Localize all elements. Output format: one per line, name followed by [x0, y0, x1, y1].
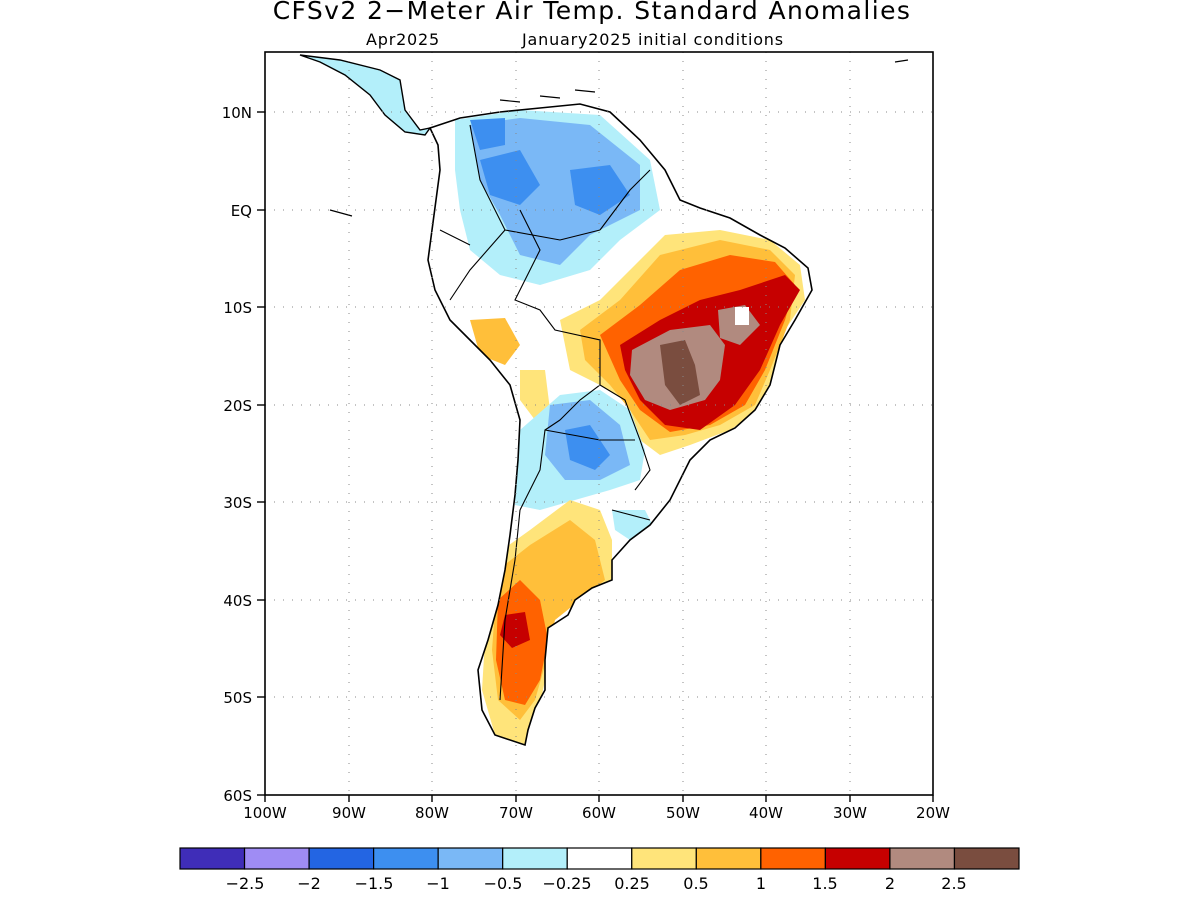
colorbar-label: −2: [297, 874, 321, 893]
central-america: [299, 54, 432, 136]
lat-label: 10N: [222, 104, 252, 122]
caribbean-islands: [329, 59, 909, 217]
lon-label: 40W: [749, 804, 783, 822]
lat-label: EQ: [231, 202, 252, 220]
colorbar-label: 1: [756, 874, 766, 893]
colorbar-label: −0.5: [484, 874, 523, 893]
lat-label: 60S: [223, 787, 252, 805]
colorbar-label: −0.25: [542, 874, 591, 893]
anomaly-field: [455, 110, 805, 745]
colorbar-swatch: [760, 847, 826, 870]
colorbar-swatch: [631, 847, 697, 870]
colorbar-swatch: [437, 847, 504, 870]
colorbar-swatch: [179, 847, 246, 870]
country-borders: [439, 124, 651, 701]
colorbar-swatch: [373, 847, 439, 870]
chart-title: CFSv2 2−Meter Air Temp. Standard Anomali…: [272, 0, 912, 25]
lon-label: 70W: [499, 804, 533, 822]
colorbar-swatch: [953, 847, 1020, 870]
lon-label: 90W: [332, 804, 366, 822]
coastline: [427, 103, 813, 747]
lat-label: 30S: [223, 494, 252, 512]
colorbar-label: 0.25: [614, 874, 650, 893]
colorbar-label: −1: [426, 874, 450, 893]
colorbar: [179, 847, 1020, 870]
lat-label: 40S: [223, 592, 252, 610]
lat-label: 10S: [223, 299, 252, 317]
colorbar-swatch: [243, 847, 310, 870]
lat-label: 20S: [223, 397, 252, 415]
lon-label: 20W: [916, 804, 950, 822]
lat-label: 50S: [223, 689, 252, 707]
initial-conditions: January2025 initial conditions: [522, 30, 784, 49]
colorbar-swatch: [695, 847, 762, 870]
lon-label: 50W: [666, 804, 700, 822]
colorbar-swatch: [889, 847, 956, 870]
colorbar-swatch: [566, 847, 633, 870]
lon-label: 80W: [415, 804, 449, 822]
gridlines: [265, 52, 933, 795]
forecast-month: Apr2025: [366, 30, 440, 49]
colorbar-label: 0.5: [683, 874, 708, 893]
colorbar-label: 2.5: [941, 874, 966, 893]
tick-marks: [257, 111, 934, 802]
colorbar-label: 2: [885, 874, 895, 893]
colorbar-label: 1.5: [812, 874, 837, 893]
lon-label: 30W: [833, 804, 867, 822]
lon-label: 100W: [243, 804, 287, 822]
colorbar-swatch: [308, 847, 375, 870]
colorbar-label: −1.5: [355, 874, 394, 893]
lon-label: 60W: [582, 804, 616, 822]
colorbar-swatch: [824, 847, 891, 870]
colorbar-swatch: [502, 847, 568, 870]
colorbar-label: −2.5: [226, 874, 265, 893]
